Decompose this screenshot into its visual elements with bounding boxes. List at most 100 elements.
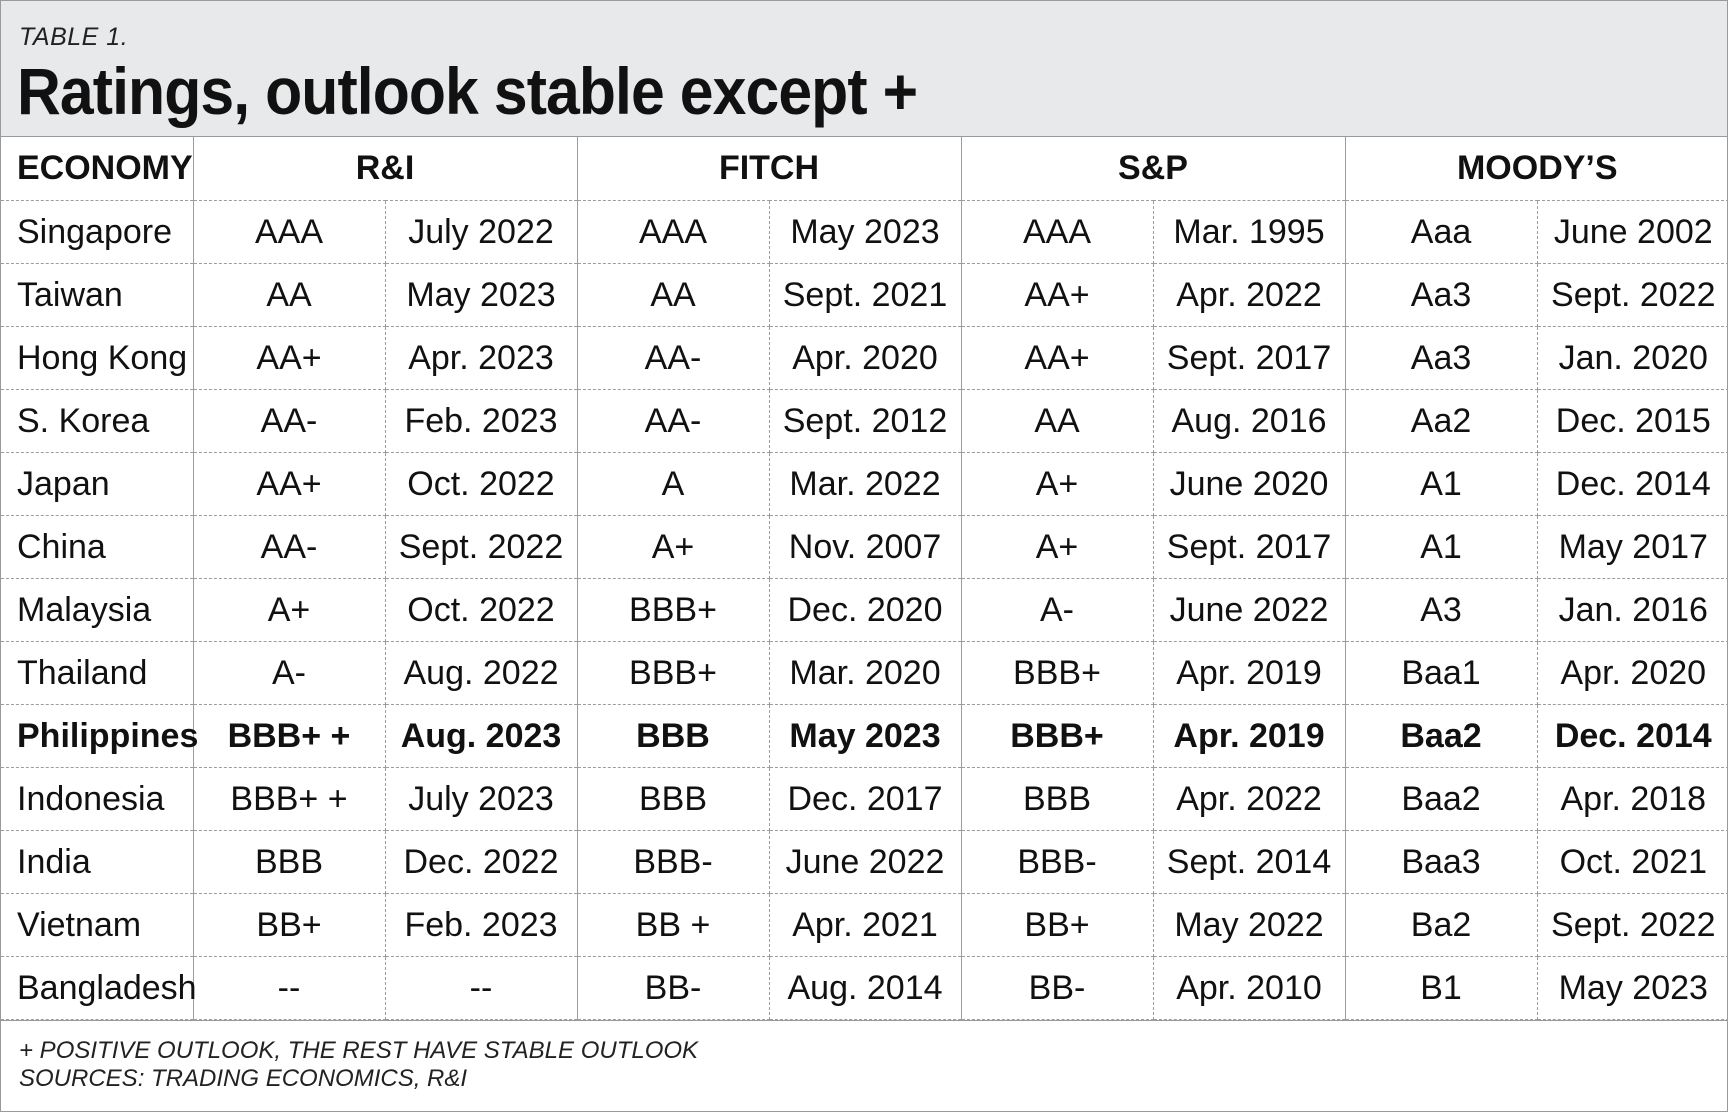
header-row: ECONOMY R&I FITCH S&P MOODY’S — [1, 137, 1728, 201]
header-economy: ECONOMY — [1, 137, 194, 201]
date-cell: Apr. 2023 — [384, 326, 578, 390]
date-cell: Jan. 2020 — [1536, 326, 1728, 390]
date-cell: Sept. 2017 — [1152, 326, 1346, 390]
date-cell: Apr. 2022 — [1152, 767, 1346, 831]
rating-cell: AA — [192, 263, 386, 327]
economy-cell: Singapore — [1, 200, 194, 264]
header-moodys: MOODY’S — [1344, 137, 1728, 201]
date-cell: Aug. 2016 — [1152, 389, 1346, 453]
rating-cell: A+ — [576, 515, 770, 579]
date-cell: Sept. 2012 — [768, 389, 962, 453]
rating-cell: A+ — [960, 452, 1154, 516]
date-cell: Sept. 2022 — [1536, 263, 1728, 327]
rating-cell: BBB — [576, 767, 770, 831]
rating-cell: Ba2 — [1344, 893, 1538, 957]
rating-cell: BBB- — [576, 830, 770, 894]
date-cell: Apr. 2020 — [1536, 641, 1728, 705]
rating-cell: AA+ — [192, 326, 386, 390]
date-cell: July 2022 — [384, 200, 578, 264]
economy-cell: Malaysia — [1, 578, 194, 642]
rating-cell: Aa3 — [1344, 326, 1538, 390]
rating-cell: BBB- — [960, 830, 1154, 894]
table-row: Bangladesh -- -- BB- Aug. 2014 BB- Apr. 2010 B1… — [1, 956, 1728, 1020]
date-cell: Apr. 2022 — [1152, 263, 1346, 327]
table-row: Japan AA+ Oct. 2022 A Mar. 2022 A+ June 2020 A1… — [1, 452, 1728, 516]
rating-cell: A — [576, 452, 770, 516]
date-cell: Dec. 2015 — [1536, 389, 1728, 453]
date-cell: Mar. 2022 — [768, 452, 962, 516]
date-cell: Sept. 2021 — [768, 263, 962, 327]
rating-cell: Baa2 — [1344, 767, 1538, 831]
date-cell: Oct. 2022 — [384, 578, 578, 642]
economy-cell: S. Korea — [1, 389, 194, 453]
rating-cell: BBB — [192, 830, 386, 894]
rating-cell: BBB+ + — [192, 767, 386, 831]
date-cell: Dec. 2022 — [384, 830, 578, 894]
date-cell: Dec. 2020 — [768, 578, 962, 642]
header-sp: S&P — [960, 137, 1346, 201]
title-bar: TABLE 1. Ratings, outlook stable except … — [1, 1, 1727, 137]
rating-cell: AAA — [960, 200, 1154, 264]
rating-cell: BBB+ — [576, 641, 770, 705]
date-cell: Apr. 2021 — [768, 893, 962, 957]
date-cell: July 2023 — [384, 767, 578, 831]
date-cell: Sept. 2022 — [384, 515, 578, 579]
table-body: Singapore AAA July 2022 AAA May 2023 AAA Mar. … — [1, 200, 1728, 1020]
rating-cell: AAA — [192, 200, 386, 264]
rating-cell: Aaa — [1344, 200, 1538, 264]
table-footer: + POSITIVE OUTLOOK, THE REST HAVE STABLE… — [1, 1020, 1727, 1117]
date-cell: Mar. 2020 — [768, 641, 962, 705]
date-cell: Apr. 2020 — [768, 326, 962, 390]
footer-note: + POSITIVE OUTLOOK, THE REST HAVE STABLE… — [19, 1037, 699, 1064]
date-cell: May 2022 — [1152, 893, 1346, 957]
economy-cell: Vietnam — [1, 893, 194, 957]
date-cell: -- — [384, 956, 578, 1020]
date-cell: Apr. 2018 — [1536, 767, 1728, 831]
rating-cell: Baa3 — [1344, 830, 1538, 894]
date-cell: Aug. 2023 — [384, 704, 578, 768]
date-cell: Apr. 2019 — [1152, 641, 1346, 705]
date-cell: May 2023 — [384, 263, 578, 327]
rating-cell: B1 — [1344, 956, 1538, 1020]
rating-cell: A1 — [1344, 452, 1538, 516]
table-row: Indonesia BBB+ + July 2023 BBB Dec. 2017 BBB A… — [1, 767, 1728, 831]
date-cell: June 2022 — [768, 830, 962, 894]
table-row: India BBB Dec. 2022 BBB- June 2022 BBB- Sept. … — [1, 830, 1728, 894]
rating-cell: BB + — [576, 893, 770, 957]
economy-cell: Hong Kong — [1, 326, 194, 390]
date-cell: Apr. 2019 — [1152, 704, 1346, 768]
rating-cell: BBB+ — [960, 641, 1154, 705]
table-row: S. Korea AA- Feb. 2023 AA- Sept. 2012 AA Aug. … — [1, 389, 1728, 453]
economy-cell: Bangladesh — [1, 956, 197, 1020]
rating-cell: A- — [192, 641, 386, 705]
table-row: Hong Kong AA+ Apr. 2023 AA- Apr. 2020 AA+ Sept… — [1, 326, 1728, 390]
economy-cell: Taiwan — [1, 263, 194, 327]
rating-cell: BBB — [576, 704, 770, 768]
date-cell: Feb. 2023 — [384, 389, 578, 453]
rating-cell: AA- — [576, 389, 770, 453]
ratings-table: ECONOMY R&I FITCH S&P MOODY’S Singapore A… — [1, 137, 1728, 1020]
table-row: China AA- Sept. 2022 A+ Nov. 2007 A+ Sept. 201… — [1, 515, 1728, 579]
header-ri: R&I — [192, 137, 578, 201]
date-cell: Dec. 2014 — [1536, 452, 1728, 516]
rating-cell: A1 — [1344, 515, 1538, 579]
date-cell: Dec. 2014 — [1536, 704, 1728, 768]
rating-cell: AAA — [576, 200, 770, 264]
footer-sources: SOURCES: TRADING ECONOMICS, R&I — [19, 1065, 468, 1092]
economy-cell: China — [1, 515, 194, 579]
table-row: Thailand A- Aug. 2022 BBB+ Mar. 2020 BBB+ Apr.… — [1, 641, 1728, 705]
rating-cell: AA- — [576, 326, 770, 390]
date-cell: Sept. 2014 — [1152, 830, 1346, 894]
rating-cell: BB+ — [192, 893, 386, 957]
date-cell: May 2023 — [768, 704, 962, 768]
rating-cell: BBB+ — [576, 578, 770, 642]
economy-cell: Thailand — [1, 641, 194, 705]
table-row: Vietnam BB+ Feb. 2023 BB + Apr. 2021 BB+ May 2… — [1, 893, 1728, 957]
rating-cell: AA+ — [192, 452, 386, 516]
date-cell: Aug. 2022 — [384, 641, 578, 705]
rating-cell: AA- — [192, 389, 386, 453]
rating-cell: BBB+ — [960, 704, 1154, 768]
header-fitch: FITCH — [576, 137, 962, 201]
table-kicker: TABLE 1. — [19, 23, 129, 51]
